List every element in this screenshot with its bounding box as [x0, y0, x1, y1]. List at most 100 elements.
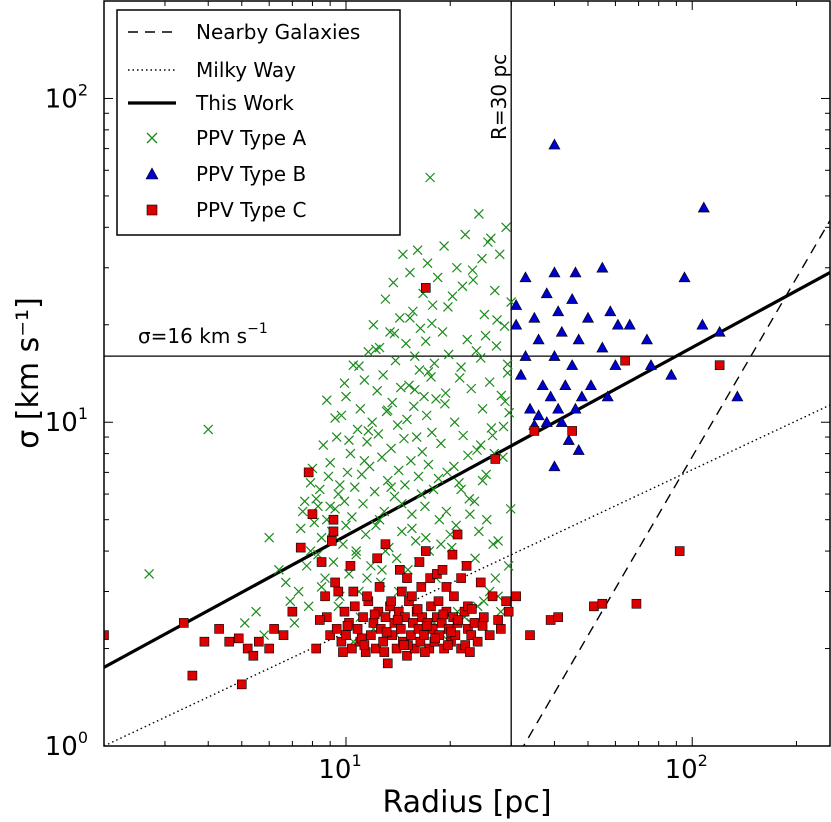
data-point-type-a [342, 467, 353, 478]
data-point-type-c [620, 355, 630, 366]
data-point-type-b [555, 325, 568, 337]
data-point-type-a [420, 532, 431, 543]
data-point-type-a [401, 338, 411, 349]
data-point-type-a [367, 417, 378, 428]
data-point-type-b [548, 266, 561, 278]
data-point-type-c [320, 591, 330, 602]
data-point-type-c [348, 586, 359, 597]
data-point-type-a [314, 484, 325, 495]
data-point-type-a [415, 323, 426, 334]
data-point-type-c [380, 612, 391, 622]
data-point-type-a [467, 265, 478, 276]
legend-items: Nearby Galaxies Milky Way This Work PPV Typ… [128, 20, 360, 222]
data-point-type-c [597, 598, 608, 609]
data-point-type-c [465, 647, 475, 657]
y-tick-label-exp: 2 [78, 80, 88, 99]
data-point-type-c [358, 612, 368, 622]
data-point-type-c [303, 467, 314, 478]
data-point-type-c [437, 565, 448, 575]
data-point-type-a [339, 378, 350, 389]
data-point-type-a [395, 382, 406, 393]
data-point-type-a [311, 493, 322, 504]
data-point-type-c [469, 618, 480, 628]
data-point-type-b [510, 318, 523, 330]
x-tick-label-base: 10 [665, 755, 698, 785]
data-point-type-c [325, 630, 335, 640]
data-point-type-b [604, 305, 617, 317]
data-point-type-c [443, 640, 453, 650]
data-point-type-a [480, 330, 491, 341]
data-point-type-c [446, 627, 456, 637]
plot-frame [103, 0, 831, 747]
data-point-type-c [511, 591, 521, 602]
data-point-type-a [406, 523, 417, 534]
data-point-type-b [713, 325, 726, 337]
data-point-type-a [437, 327, 448, 337]
data-point-type-a [330, 503, 341, 514]
data-point-type-a [396, 526, 407, 537]
data-point-type-a [400, 480, 410, 490]
data-point-type-a [413, 471, 424, 482]
data-point-type-a [405, 312, 415, 323]
data-point-type-c [352, 624, 363, 634]
data-point-type-a [422, 258, 433, 269]
data-point-type-a [394, 312, 405, 323]
series-ppv-type-c [104, 283, 725, 690]
y-tick-label: 100 [45, 728, 88, 762]
data-point-type-a [477, 475, 488, 486]
data-point-type-a [433, 473, 444, 484]
data-point-type-c [493, 615, 503, 625]
data-point-type-a [349, 482, 360, 493]
data-point-type-a [405, 455, 416, 466]
data-point-type-a [435, 539, 446, 550]
data-point-type-c [104, 630, 109, 640]
data-point-type-c [467, 604, 477, 614]
data-point-type-b [562, 434, 575, 445]
data-point-type-a [485, 233, 496, 244]
data-point-type-a [372, 385, 383, 396]
legend-label-milky-way: Milky Way [196, 58, 296, 82]
data-point-type-c [316, 557, 327, 567]
data-point-type-c [342, 621, 353, 631]
data-point-type-a [443, 349, 454, 360]
data-point-type-c [501, 596, 511, 607]
data-point-type-a [454, 373, 465, 383]
data-point-type-a [468, 275, 479, 285]
data-point-type-a [492, 315, 502, 325]
data-point-type-c [378, 636, 388, 647]
data-point-type-a [399, 433, 409, 444]
y-tick-label-exp: 0 [78, 728, 88, 747]
data-point-type-a [405, 267, 415, 278]
data-point-type-a [464, 493, 475, 504]
data-point-type-c [314, 615, 325, 625]
data-point-type-c [328, 514, 339, 525]
data-point-type-a [423, 367, 434, 377]
data-point-type-b [510, 298, 523, 310]
y-tick-label-exp: 1 [78, 404, 88, 423]
data-point-type-a [299, 496, 310, 507]
r30-annotation: R=30 pc [487, 54, 511, 140]
line-nearby-galaxies [522, 220, 830, 746]
data-point-type-c [714, 360, 725, 371]
data-point-type-b [528, 311, 541, 323]
data-point-type-c [407, 591, 417, 602]
data-point-type-c [441, 582, 452, 592]
data-point-type-c [396, 624, 406, 634]
data-point-type-a [495, 606, 506, 617]
data-point-type-a [432, 272, 443, 283]
data-point-type-c [254, 636, 264, 647]
data-point-type-a [333, 489, 344, 499]
data-point-type-a [439, 398, 450, 409]
data-point-type-c [631, 598, 642, 609]
sigma16-annotation-sup: −1 [247, 321, 268, 337]
data-point-type-c [475, 577, 486, 588]
data-point-type-c [347, 643, 357, 654]
data-point-type-b [584, 379, 597, 391]
data-point-type-c [307, 509, 318, 519]
data-point-type-a [440, 388, 451, 399]
data-point-type-c [366, 630, 376, 640]
data-point-type-c [416, 582, 427, 592]
x-tick-labels: 101 102 [318, 751, 708, 785]
data-point-type-c [553, 612, 563, 622]
